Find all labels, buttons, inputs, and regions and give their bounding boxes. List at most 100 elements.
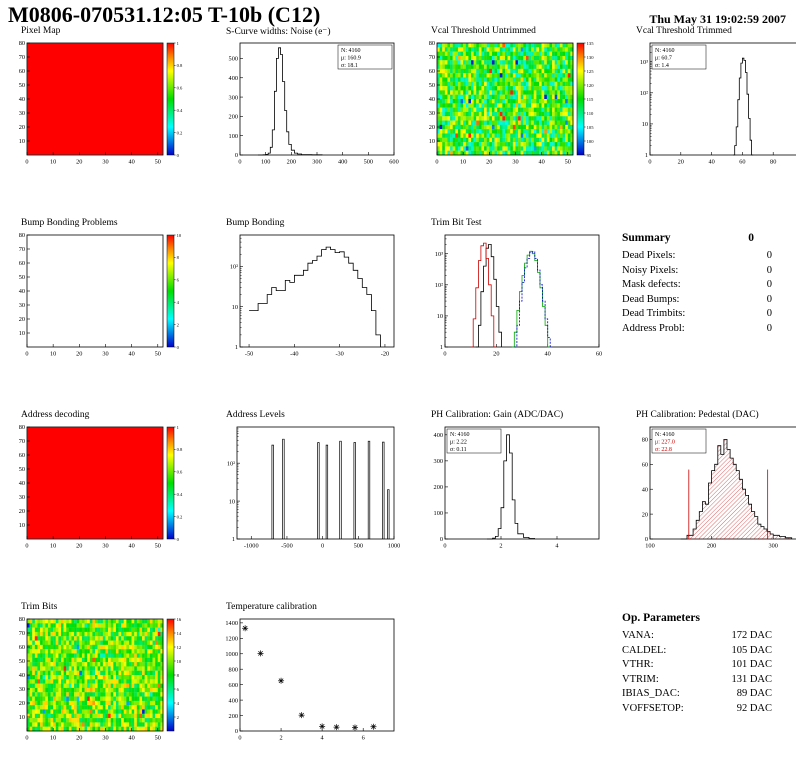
svg-text:200: 200	[707, 543, 716, 550]
summary-header-label: Summary	[622, 232, 671, 244]
svg-text:300: 300	[768, 543, 777, 550]
svg-text:400: 400	[434, 432, 443, 439]
svg-text:50: 50	[429, 82, 435, 89]
svg-text:500: 500	[229, 56, 238, 63]
svg-text:μ: 227.0: μ: 227.0	[655, 440, 675, 446]
svg-text:0: 0	[440, 536, 443, 543]
svg-text:20: 20	[76, 543, 82, 550]
address-decoding-title: Address decoding	[21, 410, 90, 420]
svg-text:4: 4	[555, 543, 559, 550]
svg-text:70: 70	[19, 246, 25, 253]
op-row-caldel: CALDEL: 105 DAC	[622, 644, 772, 659]
summary-header-value: 0	[748, 232, 754, 244]
bump-problems-chart: 0 10 20 30 40 50 10 20 30 40 50 60 70 80 0 2 4 6 8 10	[19, 232, 182, 358]
svg-text:16: 16	[177, 617, 182, 622]
svg-text:30: 30	[19, 494, 25, 501]
svg-text:0: 0	[238, 735, 241, 742]
svg-text:-30: -30	[335, 351, 343, 358]
summary-value: 0	[766, 264, 772, 276]
svg-text:N: 4160: N: 4160	[655, 48, 675, 54]
svg-text:10: 10	[50, 159, 56, 166]
svg-text:50: 50	[155, 351, 161, 358]
svg-text:70: 70	[429, 54, 435, 61]
svg-text:80: 80	[770, 159, 776, 166]
summary-row-address-probl: Address Probl: 0	[622, 322, 772, 337]
svg-text:10³: 10³	[435, 251, 443, 258]
svg-text:0: 0	[235, 152, 238, 159]
vcal-untrimmed-panel: Vcal Threshold Untrimmed 0 10 20 30 40 50 10 20…	[415, 26, 615, 176]
svg-text:10: 10	[232, 304, 238, 311]
svg-text:200: 200	[229, 114, 238, 121]
ph-pedestal-chart: 100 200 300 0 20 40 60 80 N: 4160 μ: 227.0σ: 22.8	[642, 426, 796, 550]
svg-text:-40: -40	[290, 351, 298, 358]
summary-row-noisy-pixels: Noisy Pixels: 0	[622, 264, 772, 279]
svg-text:200: 200	[287, 159, 296, 166]
svg-text:80: 80	[19, 232, 25, 239]
svg-text:40: 40	[538, 159, 544, 166]
svg-text:40: 40	[642, 486, 648, 493]
svg-text:σ: 18.1: σ: 18.1	[341, 63, 358, 69]
summary-value: 0	[766, 308, 772, 319]
svg-text:10: 10	[460, 159, 466, 166]
svg-text:σ: 1.4: σ: 1.4	[655, 63, 669, 69]
svg-text:0: 0	[25, 735, 28, 742]
summary-header: Summary 0	[622, 232, 754, 244]
svg-text:600: 600	[389, 159, 398, 166]
svg-text:8: 8	[177, 255, 180, 260]
summary-label: Mask defects:	[622, 279, 681, 290]
ph-gain-panel: PH Calibration: Gain (ADC/DAC) 0 2 4 0 100 20…	[415, 410, 615, 560]
trim-bit-test-title: Trim Bit Test	[431, 218, 482, 228]
svg-text:4: 4	[177, 300, 180, 305]
svg-text:σ: 22.8: σ: 22.8	[655, 447, 672, 453]
summary-value: 0	[766, 293, 772, 305]
svg-text:125: 125	[587, 69, 595, 74]
op-value: 89 DAC	[736, 688, 772, 699]
vcal-untrimmed-title: Vcal Threshold Untrimmed	[431, 26, 536, 36]
svg-text:95: 95	[587, 153, 592, 158]
op-value: 92 DAC	[736, 702, 772, 714]
op-row-vana: VANA: 172 DAC	[622, 629, 772, 644]
svg-text:10: 10	[50, 543, 56, 550]
svg-text:0.2: 0.2	[177, 514, 183, 519]
pixel-map-panel: Pixel Map 0 10 20 30 40 50 10 20 30 40 50 60 70 80 0 0.…	[5, 26, 205, 176]
svg-text:60: 60	[19, 68, 25, 75]
svg-text:0: 0	[238, 159, 241, 166]
svg-text:N: 4160: N: 4160	[450, 432, 470, 438]
temperature-calibration-title: Temperature calibration	[226, 602, 317, 612]
svg-text:30: 30	[512, 159, 518, 166]
svg-text:14: 14	[177, 631, 182, 636]
svg-text:60: 60	[19, 644, 25, 651]
svg-text:300: 300	[229, 94, 238, 101]
temperature-calibration-chart: 0 2 4 6 0 200 400 600 800 1000 1200 1400	[225, 618, 395, 742]
svg-text:10: 10	[19, 522, 25, 529]
summary-row-mask-defects: Mask defects: 0	[622, 278, 772, 293]
svg-text:μ: 2.22: μ: 2.22	[450, 440, 467, 446]
svg-text:10³: 10³	[640, 59, 648, 66]
svg-text:10: 10	[642, 121, 648, 128]
svg-text:20: 20	[429, 124, 435, 131]
svg-text:10: 10	[19, 330, 25, 337]
svg-text:110: 110	[587, 111, 594, 116]
bump-problems-title: Bump Bonding Problems	[21, 218, 118, 228]
svg-text:1200: 1200	[225, 636, 238, 643]
vcal-untrimmed-chart: 0 10 20 30 40 50 10 20 30 40 50 60 70 80 95 100 105 110 11…	[429, 40, 595, 166]
svg-text:80: 80	[19, 424, 25, 431]
svg-text:40: 40	[128, 351, 134, 358]
svg-text:20: 20	[76, 351, 82, 358]
bump-bonding-panel: Bump Bonding -50 -40 -30 -20 1 10 10²	[210, 218, 410, 368]
svg-text:20: 20	[76, 735, 82, 742]
ph-pedestal-title: PH Calibration: Pedestal (DAC)	[636, 410, 759, 420]
svg-text:1000: 1000	[225, 651, 238, 658]
svg-text:0: 0	[648, 159, 651, 166]
svg-text:1: 1	[177, 425, 180, 430]
svg-text:2: 2	[177, 322, 180, 327]
svg-text:80: 80	[642, 437, 648, 444]
svg-text:2: 2	[279, 735, 282, 742]
op-value: 105 DAC	[731, 644, 772, 656]
scurve-noise-title: S-Curve widths: Noise (e⁻)	[226, 27, 331, 37]
svg-text:130: 130	[587, 55, 595, 60]
svg-text:40: 40	[19, 480, 25, 487]
svg-text:50: 50	[19, 274, 25, 281]
